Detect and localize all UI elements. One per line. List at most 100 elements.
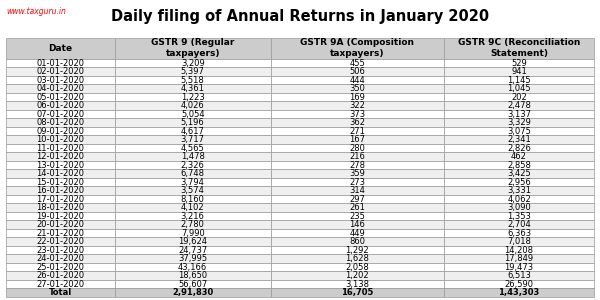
Text: 3,075: 3,075 (507, 127, 531, 136)
Text: 314: 314 (349, 186, 365, 195)
Text: 19,624: 19,624 (178, 237, 207, 246)
Text: 18-01-2020: 18-01-2020 (37, 203, 85, 212)
Text: 24,737: 24,737 (178, 246, 208, 255)
Text: 4,617: 4,617 (181, 127, 205, 136)
Text: 1,045: 1,045 (507, 84, 531, 93)
Text: 1,145: 1,145 (507, 76, 531, 85)
Text: 1,202: 1,202 (346, 271, 369, 280)
Text: GSTR 9 (Regular
taxpayers): GSTR 9 (Regular taxpayers) (151, 38, 235, 58)
Text: 56,607: 56,607 (178, 280, 208, 289)
Text: 2,858: 2,858 (507, 160, 531, 169)
Text: 8,160: 8,160 (181, 195, 205, 204)
Text: 6,513: 6,513 (507, 271, 531, 280)
Text: 216: 216 (349, 152, 365, 161)
Text: 3,331: 3,331 (507, 186, 531, 195)
Text: 506: 506 (349, 67, 365, 76)
Text: 2,058: 2,058 (346, 263, 369, 272)
Text: 3,209: 3,209 (181, 58, 205, 68)
Text: 26-01-2020: 26-01-2020 (37, 271, 85, 280)
Text: 06-01-2020: 06-01-2020 (37, 101, 85, 110)
Text: 25-01-2020: 25-01-2020 (37, 263, 85, 272)
Text: 373: 373 (349, 110, 365, 118)
Text: 23-01-2020: 23-01-2020 (37, 246, 85, 255)
Text: 5,518: 5,518 (181, 76, 205, 85)
Text: 167: 167 (349, 135, 365, 144)
Text: 169: 169 (349, 93, 365, 102)
Text: 6,363: 6,363 (507, 229, 531, 238)
Text: 3,138: 3,138 (346, 280, 370, 289)
Text: 02-01-2020: 02-01-2020 (37, 67, 85, 76)
Text: 22-01-2020: 22-01-2020 (37, 237, 85, 246)
Text: 18,650: 18,650 (178, 271, 207, 280)
Text: 261: 261 (349, 203, 365, 212)
Text: 4,361: 4,361 (181, 84, 205, 93)
Text: 1,478: 1,478 (181, 152, 205, 161)
Text: 09-01-2020: 09-01-2020 (37, 127, 85, 136)
Text: 1,353: 1,353 (507, 212, 531, 221)
Text: 278: 278 (349, 160, 365, 169)
Text: 271: 271 (349, 127, 365, 136)
Text: 4,565: 4,565 (181, 144, 205, 153)
Text: 455: 455 (349, 58, 365, 68)
Text: 322: 322 (349, 101, 365, 110)
Text: Total: Total (49, 288, 72, 297)
Text: 3,425: 3,425 (507, 169, 531, 178)
Text: 3,216: 3,216 (181, 212, 205, 221)
Text: 1,292: 1,292 (346, 246, 369, 255)
Text: 2,780: 2,780 (181, 220, 205, 229)
Text: 15-01-2020: 15-01-2020 (37, 178, 85, 187)
Text: 6,748: 6,748 (181, 169, 205, 178)
Text: 2,956: 2,956 (507, 178, 531, 187)
Text: 4,062: 4,062 (507, 195, 531, 204)
Text: 2,704: 2,704 (507, 220, 531, 229)
Text: 27-01-2020: 27-01-2020 (37, 280, 85, 289)
Text: 17,849: 17,849 (505, 254, 533, 263)
Text: www.taxguru.in: www.taxguru.in (6, 8, 66, 16)
Text: 5,196: 5,196 (181, 118, 205, 127)
Text: 2,826: 2,826 (507, 144, 531, 153)
Text: 941: 941 (511, 67, 527, 76)
Text: 04-01-2020: 04-01-2020 (37, 84, 85, 93)
Text: 05-01-2020: 05-01-2020 (37, 93, 85, 102)
Text: GSTR 9A (Composition
taxpayers): GSTR 9A (Composition taxpayers) (301, 38, 415, 58)
Text: 4,102: 4,102 (181, 203, 205, 212)
Text: 297: 297 (349, 195, 365, 204)
Text: 235: 235 (349, 212, 365, 221)
Text: 19-01-2020: 19-01-2020 (37, 212, 85, 221)
Text: 11-01-2020: 11-01-2020 (37, 144, 85, 153)
Text: 1,43,303: 1,43,303 (499, 288, 539, 297)
Text: GSTR 9C (Reconciliation
Statement): GSTR 9C (Reconciliation Statement) (458, 38, 580, 58)
Text: 20-01-2020: 20-01-2020 (37, 220, 85, 229)
Text: 529: 529 (511, 58, 527, 68)
Text: 7,018: 7,018 (507, 237, 531, 246)
Text: 16-01-2020: 16-01-2020 (37, 186, 85, 195)
Text: 3,137: 3,137 (507, 110, 531, 118)
Text: 14,208: 14,208 (505, 246, 533, 255)
Text: 280: 280 (349, 144, 365, 153)
Text: 350: 350 (349, 84, 365, 93)
Text: 37,995: 37,995 (178, 254, 207, 263)
Text: 362: 362 (349, 118, 365, 127)
Text: 07-01-2020: 07-01-2020 (37, 110, 85, 118)
Text: Daily filing of Annual Returns in January 2020: Daily filing of Annual Returns in Januar… (111, 9, 489, 24)
Text: 2,341: 2,341 (507, 135, 531, 144)
Text: 2,91,830: 2,91,830 (172, 288, 214, 297)
Text: 2,326: 2,326 (181, 160, 205, 169)
Text: 21-01-2020: 21-01-2020 (37, 229, 85, 238)
Text: 01-01-2020: 01-01-2020 (37, 58, 85, 68)
Text: 7,990: 7,990 (181, 229, 205, 238)
Text: Date: Date (49, 44, 73, 52)
Text: 13-01-2020: 13-01-2020 (37, 160, 85, 169)
Text: 359: 359 (349, 169, 365, 178)
Text: 12-01-2020: 12-01-2020 (37, 152, 85, 161)
Text: 2,478: 2,478 (507, 101, 531, 110)
Text: 26,590: 26,590 (505, 280, 533, 289)
Text: 17-01-2020: 17-01-2020 (37, 195, 85, 204)
Text: 1,628: 1,628 (346, 254, 369, 263)
Text: 860: 860 (349, 237, 365, 246)
Text: 273: 273 (349, 178, 365, 187)
Text: 08-01-2020: 08-01-2020 (37, 118, 85, 127)
Text: 146: 146 (349, 220, 365, 229)
Text: 24-01-2020: 24-01-2020 (37, 254, 85, 263)
Text: 462: 462 (511, 152, 527, 161)
